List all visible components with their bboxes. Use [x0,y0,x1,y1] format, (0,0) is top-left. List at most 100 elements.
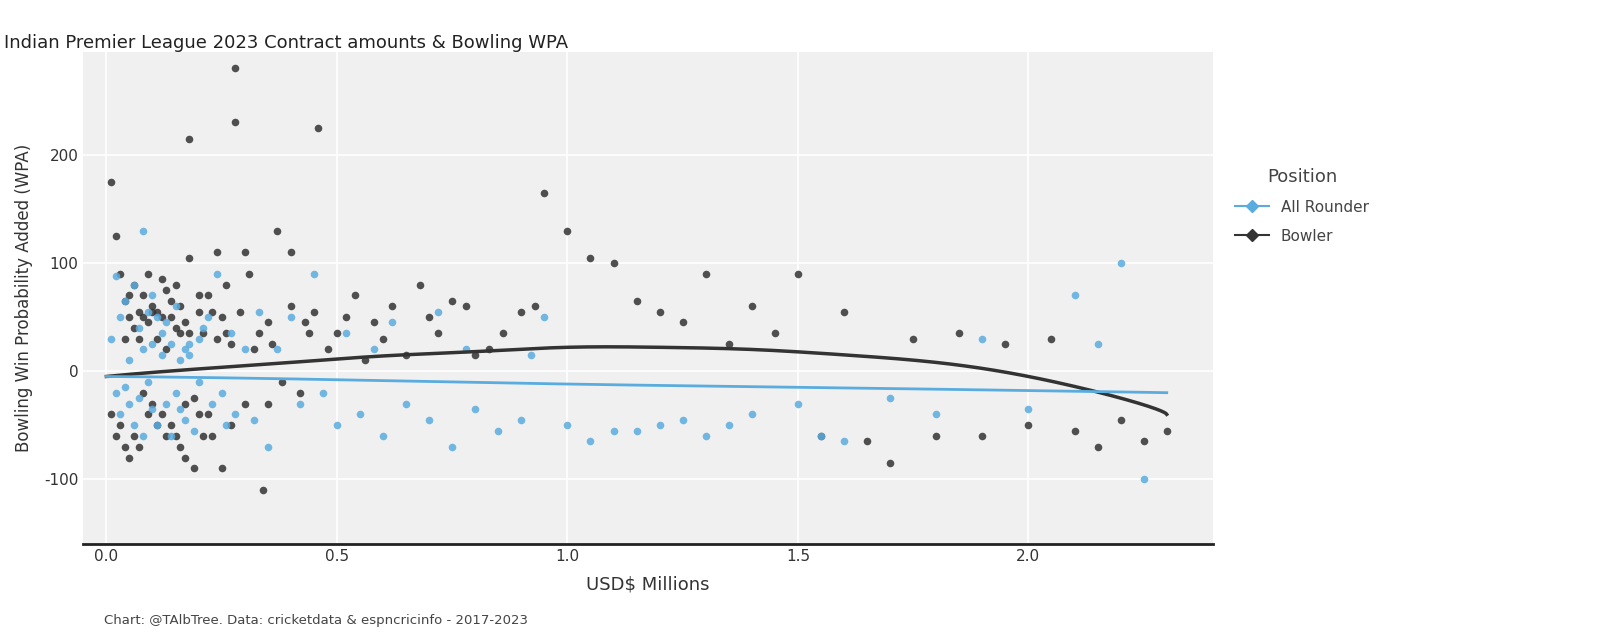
Point [168,404,194,414]
Point [134,307,160,317]
Point [232,398,258,408]
Point [333,328,358,339]
Point [406,280,432,290]
Point [163,280,189,290]
Point [154,398,179,408]
Point [325,420,350,430]
Point [786,398,811,408]
Point [163,323,189,333]
Point [578,436,603,447]
Point [195,409,221,419]
Point [624,426,650,436]
Point [394,349,419,360]
Point [477,344,502,355]
Point [158,339,184,349]
Point [98,409,123,419]
Point [218,420,243,430]
Point [1154,426,1179,436]
Point [158,431,184,441]
Point [646,420,672,430]
Point [168,442,194,452]
Point [131,225,157,236]
Point [200,307,226,317]
Point [205,247,230,257]
Point [264,225,290,236]
Point [181,393,206,403]
Point [139,301,165,311]
Point [808,431,834,441]
Point [218,339,243,349]
Point [122,323,147,333]
Point [485,426,510,436]
Point [440,442,466,452]
Point [832,307,858,317]
Point [490,328,515,339]
Point [854,436,880,447]
Point [158,420,184,430]
Point [139,339,165,349]
Point [462,349,488,360]
Point [200,431,226,441]
Point [254,317,280,328]
Point [112,296,138,306]
Point [117,291,142,301]
Point [600,258,626,268]
Point [190,328,216,339]
Point [578,252,603,262]
Point [122,431,147,441]
Point [278,312,304,322]
Point [947,328,973,339]
Point [154,285,179,295]
Point [242,415,267,425]
Point [149,312,174,322]
Point [250,485,275,495]
Point [176,349,202,360]
Point [218,328,243,339]
Point [291,317,317,328]
X-axis label: USD$ Millions: USD$ Millions [586,575,710,593]
Point [362,317,387,328]
Point [555,420,581,430]
Point [117,355,142,365]
Point [1085,339,1110,349]
Point [670,317,696,328]
Point [416,312,442,322]
Point [509,307,534,317]
Point [301,307,326,317]
Point [102,431,128,441]
Point [352,355,378,365]
Point [195,312,221,322]
Point [186,409,211,419]
Point [117,452,142,463]
Point [310,388,336,398]
Point [186,307,211,317]
Point [144,420,170,430]
Point [112,333,138,344]
Point [646,307,672,317]
Point [154,317,179,328]
Point [134,377,160,387]
Point [171,398,197,408]
Point [176,252,202,262]
Point [301,269,326,279]
Point [222,409,248,419]
Point [1107,258,1133,268]
Point [288,398,314,408]
Point [149,409,174,419]
Point [126,333,152,344]
Point [149,328,174,339]
Point [107,420,133,430]
Point [222,63,248,74]
Point [325,328,350,339]
Point [168,355,194,365]
Point [107,409,133,419]
Point [139,291,165,301]
Point [126,442,152,452]
Point [1085,442,1110,452]
Point [522,301,547,311]
Point [296,328,322,339]
Point [254,398,280,408]
Point [131,291,157,301]
Point [126,307,152,317]
Point [144,333,170,344]
